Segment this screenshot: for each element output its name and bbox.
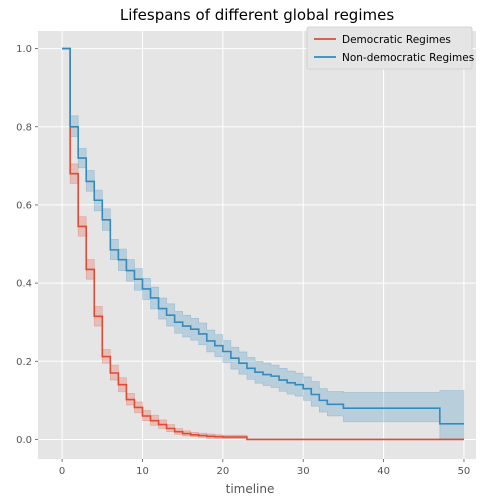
y-tick-label: 0.2 bbox=[16, 357, 32, 368]
x-axis-ticks: 0 10 20 30 40 50 bbox=[59, 459, 470, 477]
chart-title: Lifespans of different global regimes bbox=[120, 6, 394, 24]
y-axis-ticks: 0.0 0.2 0.4 0.6 0.8 1.0 bbox=[16, 44, 38, 446]
x-tick-label: 40 bbox=[377, 466, 390, 477]
survival-line-0 bbox=[62, 47, 464, 441]
x-tick-label: 30 bbox=[297, 466, 310, 477]
x-tick-label: 20 bbox=[216, 466, 229, 477]
legend-box bbox=[306, 26, 473, 70]
y-tick-label: 0.0 bbox=[16, 435, 32, 446]
legend-label: Non-democratic Regimes bbox=[342, 52, 474, 64]
x-tick-label: 10 bbox=[136, 466, 149, 477]
survival-line-1 bbox=[62, 47, 464, 425]
x-axis-label: timeline bbox=[226, 482, 275, 496]
legend: Democratic Regimes Non-democratic Regimes bbox=[306, 26, 474, 70]
survival-curves bbox=[62, 47, 464, 441]
confidence-band-1 bbox=[62, 48, 465, 440]
legend-label: Democratic Regimes bbox=[342, 34, 451, 46]
x-tick-label: 50 bbox=[458, 466, 471, 477]
x-tick-label: 0 bbox=[59, 466, 65, 477]
y-tick-label: 0.8 bbox=[16, 122, 32, 133]
y-tick-label: 0.6 bbox=[16, 200, 32, 211]
y-tick-label: 0.4 bbox=[16, 279, 32, 290]
y-tick-label: 1.0 bbox=[16, 44, 32, 55]
